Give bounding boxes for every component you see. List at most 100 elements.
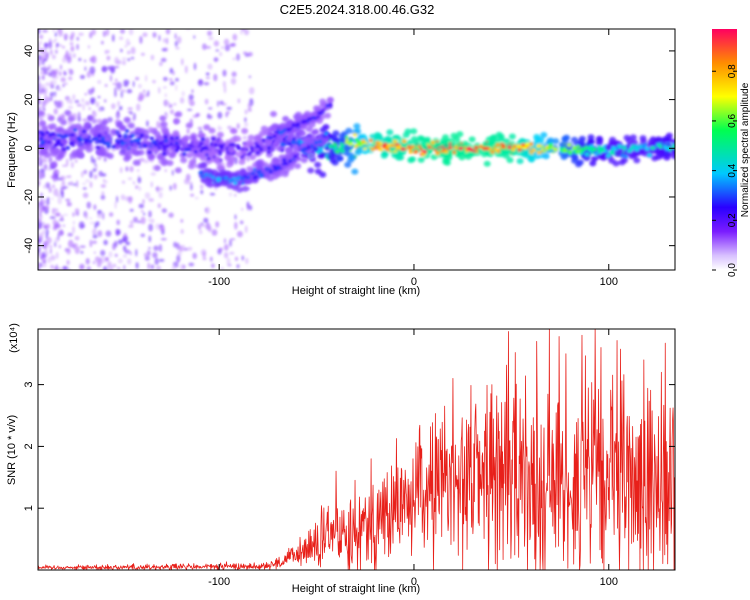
noise-blob xyxy=(53,93,57,98)
noise-blob xyxy=(129,111,133,115)
noise-blob xyxy=(125,241,131,246)
noise-blob xyxy=(150,172,157,176)
noise-blob xyxy=(88,107,91,111)
ridge-halo xyxy=(127,122,135,129)
noise-blob xyxy=(103,157,107,162)
noise-blob xyxy=(114,240,118,248)
noise-blob xyxy=(72,220,76,225)
noise-blob xyxy=(97,95,101,99)
ridge-halo xyxy=(161,158,169,165)
noise-blob xyxy=(127,107,133,110)
ridge-core xyxy=(48,133,53,137)
ridge-halo xyxy=(409,156,416,163)
noise-blob xyxy=(49,96,53,102)
ridge-lower-trace xyxy=(197,128,330,193)
noise-blob xyxy=(121,57,127,60)
y-tick-label: 20 xyxy=(23,93,35,105)
ridge-core xyxy=(136,141,142,146)
noise-blob xyxy=(208,107,213,110)
noise-blob xyxy=(127,177,133,181)
ridge-core xyxy=(553,147,558,152)
noise-blob xyxy=(111,148,116,152)
noise-blob xyxy=(138,203,145,209)
ridge-halo xyxy=(560,154,568,160)
ridge-halo xyxy=(353,123,361,130)
ridge-halo xyxy=(586,138,594,145)
noise-blob xyxy=(59,44,63,47)
noise-blob xyxy=(124,249,131,254)
y-tick-label: 0 xyxy=(23,145,35,151)
ridge-halo xyxy=(453,135,461,142)
ridge-core xyxy=(258,147,264,151)
noise-blob xyxy=(248,87,255,95)
ridge-halo xyxy=(308,121,316,128)
noise-blob xyxy=(247,108,252,112)
noise-blob xyxy=(150,218,155,224)
ridge-halo xyxy=(386,129,394,136)
ridge-halo xyxy=(47,115,55,122)
noise-blob xyxy=(62,186,69,189)
noise-blob xyxy=(107,264,112,270)
ridge-halo xyxy=(208,151,216,158)
noise-blob xyxy=(97,79,102,85)
ridge-halo xyxy=(192,140,200,147)
ridge-halo xyxy=(515,149,523,156)
noise-blob xyxy=(56,221,59,229)
noise-blob xyxy=(39,262,43,268)
ridge-halo xyxy=(359,142,367,149)
noise-blob xyxy=(38,29,41,35)
ridge-core xyxy=(142,143,147,148)
noise-blob xyxy=(57,177,63,181)
ridge-halo xyxy=(599,153,606,160)
noise-blob xyxy=(218,127,223,130)
noise-blob xyxy=(48,187,52,193)
ridge-halo xyxy=(197,132,205,139)
noise-blob xyxy=(40,106,45,109)
noise-blob xyxy=(57,197,62,205)
ridge-halo xyxy=(38,110,45,117)
ridge-core xyxy=(174,136,180,140)
ridge-core xyxy=(548,143,553,147)
ridge-core xyxy=(358,143,363,148)
ridge-halo xyxy=(241,128,249,134)
noise-blob xyxy=(50,264,55,269)
ridge-core xyxy=(287,142,292,146)
colorbar-ticks: 0.0 0.2 0.4 0.6 0.8 xyxy=(712,64,738,277)
ridge-core xyxy=(193,150,198,154)
ridge-halo xyxy=(199,151,207,158)
ridge-halo xyxy=(214,173,222,179)
ridge-halo xyxy=(54,127,62,134)
noise-blob xyxy=(221,46,224,49)
noise-blob xyxy=(193,35,196,39)
ridge-halo xyxy=(654,137,662,144)
ridge-halo xyxy=(208,127,216,134)
noise-blob xyxy=(222,69,227,77)
ridge-core xyxy=(266,150,271,154)
noise-blob xyxy=(112,263,117,268)
noise-blob xyxy=(56,193,61,198)
noise-blob xyxy=(38,40,43,45)
ridge-core xyxy=(482,146,487,151)
ridge-core xyxy=(204,147,210,151)
noise-blob xyxy=(205,46,211,49)
noise-blob xyxy=(196,112,201,117)
noise-blob xyxy=(166,37,169,45)
noise-blob xyxy=(49,216,56,220)
snr-axes: -100 0 100 1 2 3 xyxy=(23,329,675,588)
spectrogram-panel: -100 0 100 -40 -20 0 20 40 Height of straight l… xyxy=(6,28,676,297)
noise-blob xyxy=(68,69,74,76)
noise-blob xyxy=(224,44,231,52)
noise-blob xyxy=(133,112,136,121)
noise-blob xyxy=(140,52,145,56)
noise-blob xyxy=(130,46,136,55)
noise-blob xyxy=(40,115,43,122)
ridge-halo xyxy=(418,135,426,142)
ridge-halo xyxy=(173,118,181,125)
noise-blob xyxy=(92,110,96,114)
ridge-halo xyxy=(300,157,308,164)
ridge-halo xyxy=(487,141,494,148)
noise-blob xyxy=(67,106,74,109)
noise-blob xyxy=(89,66,96,74)
ridge-core xyxy=(361,139,366,143)
ridge-core xyxy=(318,149,323,153)
